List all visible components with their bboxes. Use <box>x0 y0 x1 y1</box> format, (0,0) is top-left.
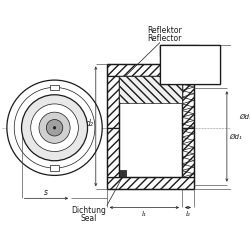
Bar <box>182 128 194 177</box>
Text: l₁: l₁ <box>142 211 147 217</box>
Text: Dichtung: Dichtung <box>71 206 106 215</box>
Circle shape <box>22 95 88 161</box>
Circle shape <box>53 126 56 129</box>
Bar <box>182 76 194 128</box>
Circle shape <box>7 80 102 176</box>
Text: d₂: d₂ <box>86 119 93 128</box>
Bar <box>107 76 119 128</box>
Bar <box>160 74 220 84</box>
Bar <box>119 76 182 103</box>
Bar <box>50 85 59 90</box>
Bar <box>107 128 119 177</box>
Bar <box>160 45 220 84</box>
Bar <box>119 170 126 177</box>
Circle shape <box>14 88 95 168</box>
Text: Ød₃: Ød₃ <box>239 114 250 120</box>
Bar <box>208 56 220 74</box>
Bar <box>107 177 194 189</box>
Text: Seal: Seal <box>80 214 97 223</box>
Bar <box>50 165 59 171</box>
Text: Ød₁: Ød₁ <box>229 134 241 140</box>
Bar <box>119 76 182 177</box>
Bar <box>160 45 220 56</box>
Text: l₂: l₂ <box>186 211 190 217</box>
Circle shape <box>31 104 78 152</box>
Text: s: s <box>44 188 48 197</box>
Circle shape <box>46 120 63 136</box>
Bar <box>107 64 194 76</box>
Circle shape <box>39 112 70 143</box>
Text: Reflector: Reflector <box>147 34 182 43</box>
Text: Reflektor: Reflektor <box>147 26 182 35</box>
